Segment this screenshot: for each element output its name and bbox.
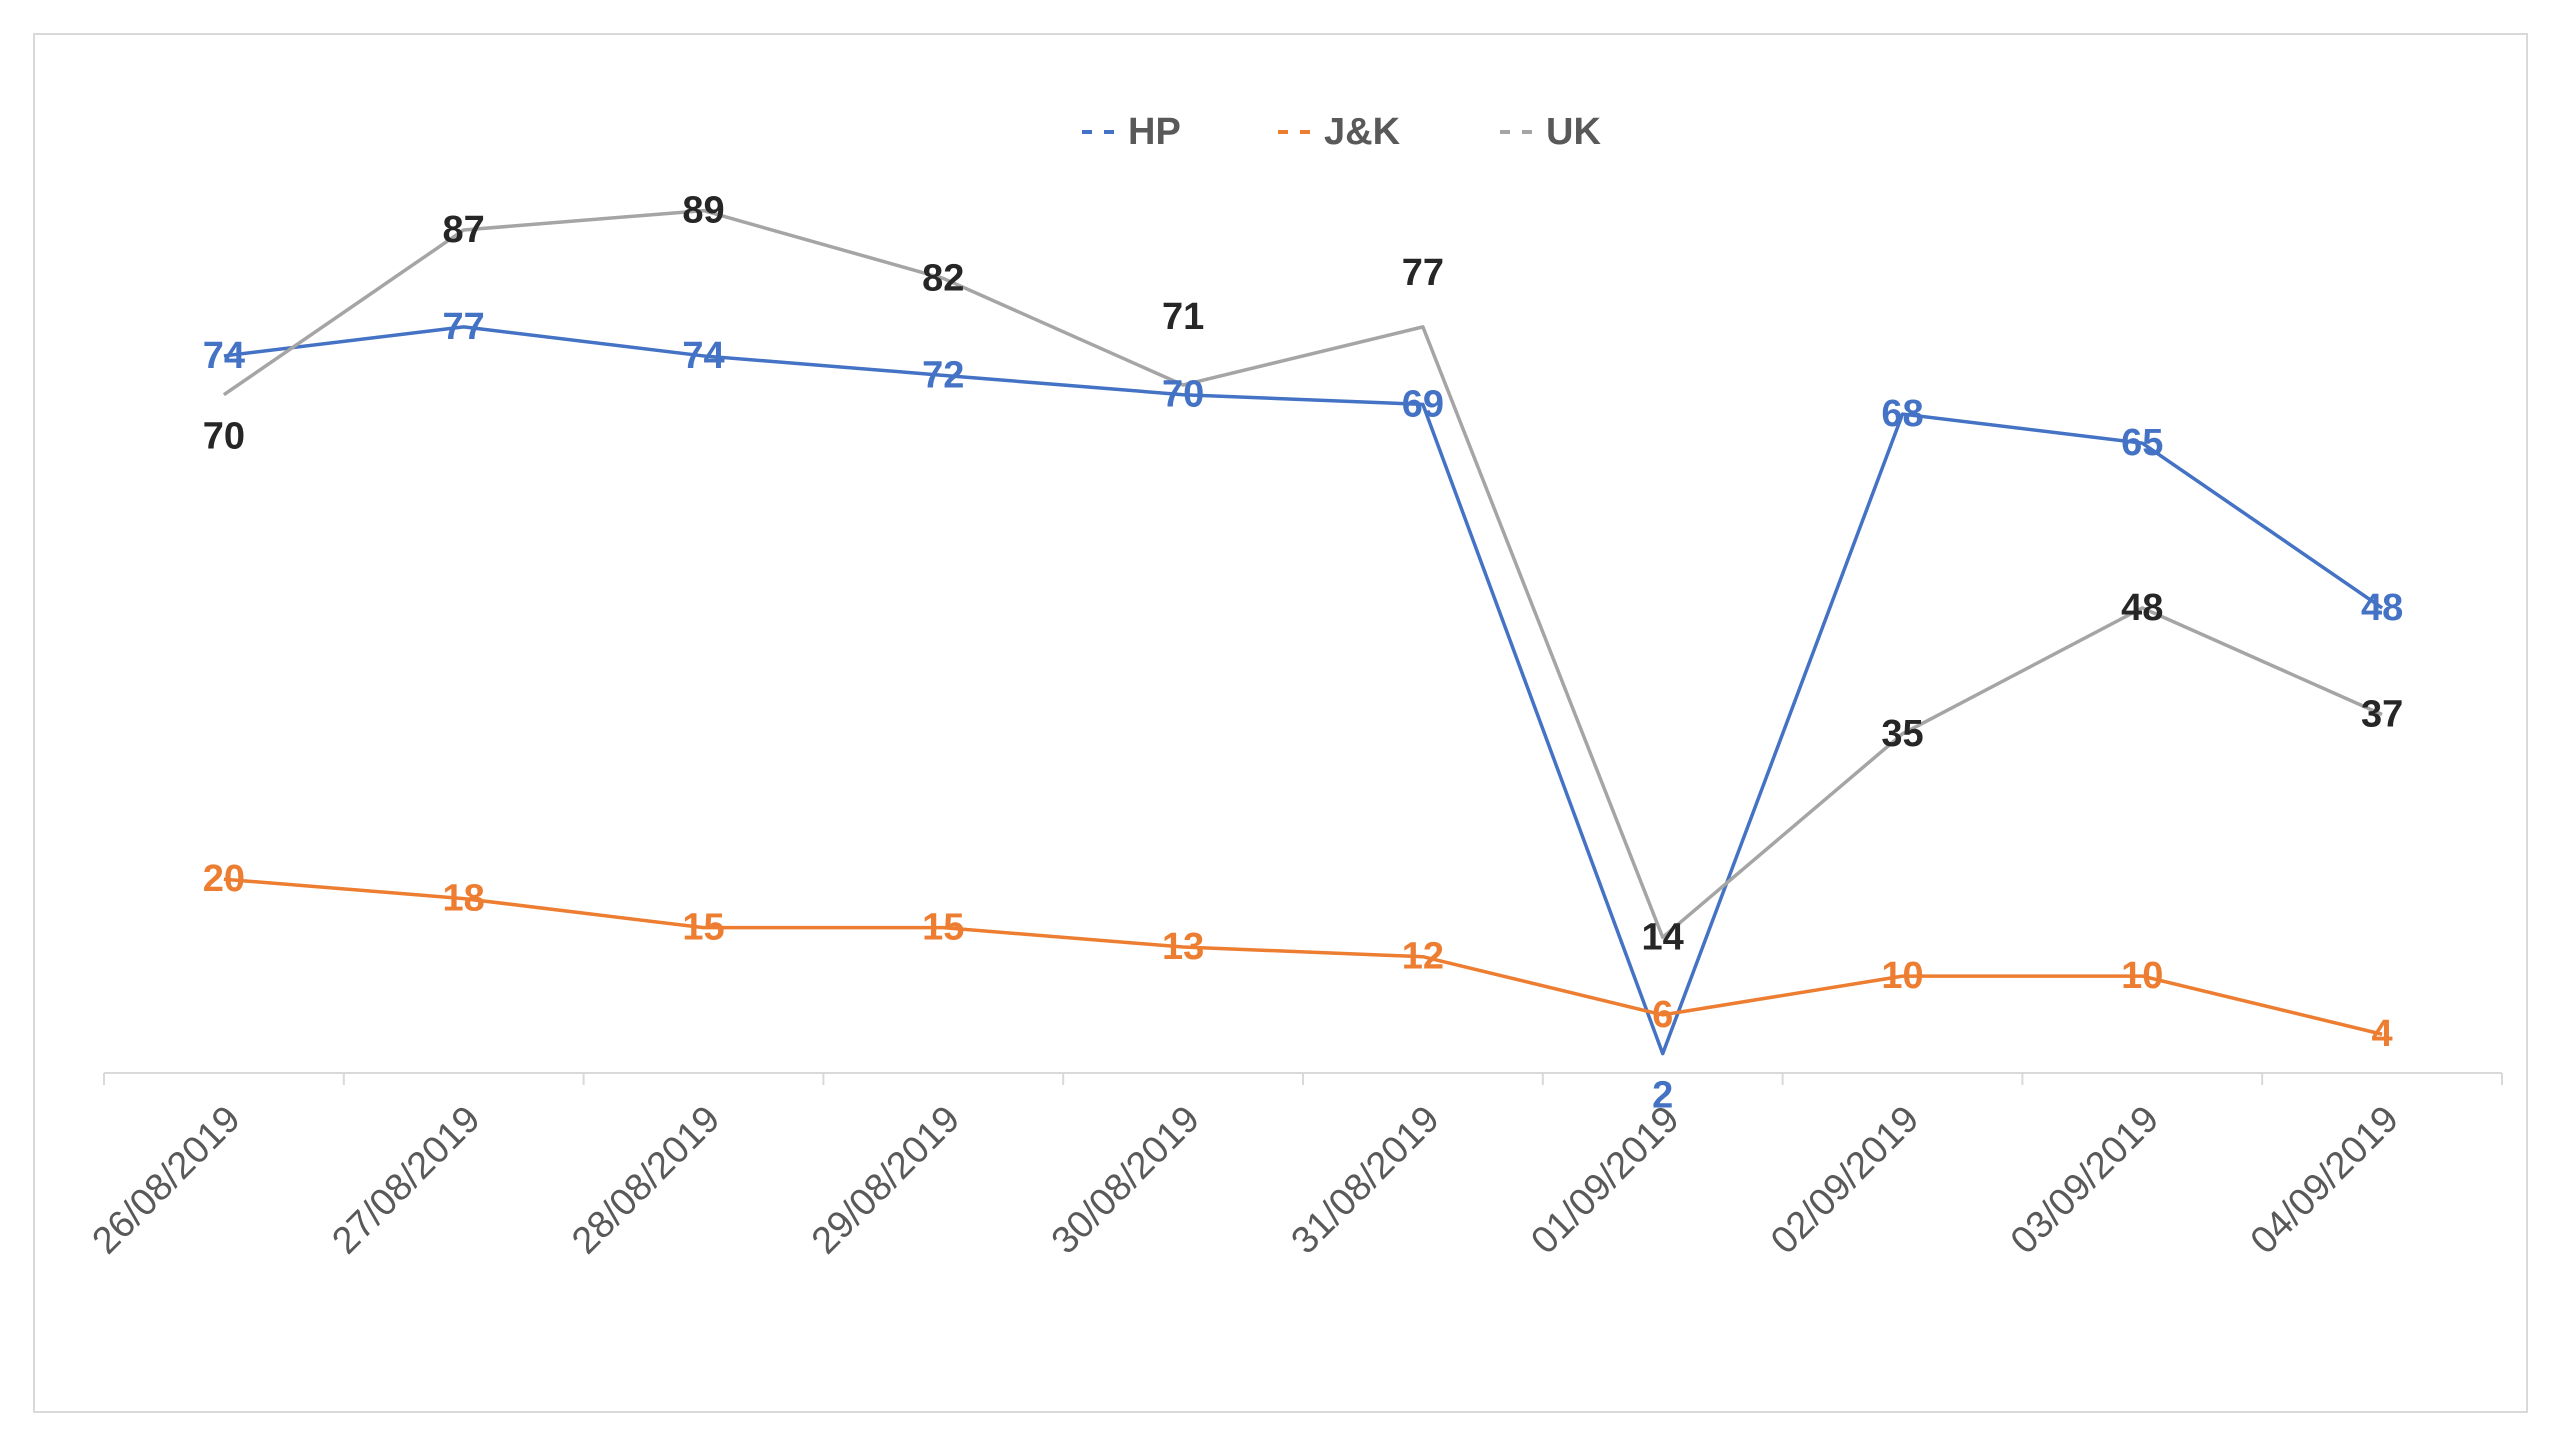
- data-label-hp: 69: [1402, 383, 1444, 425]
- x-tick-label: 29/08/2019: [804, 1098, 968, 1262]
- data-label-hp: 74: [203, 335, 245, 377]
- series-lines: [222, 208, 2384, 1056]
- data-label-jk: 10: [2121, 955, 2163, 997]
- data-label-jk: 13: [1162, 926, 1204, 968]
- data-label-uk: 14: [1642, 916, 1684, 958]
- data-label-jk: 15: [682, 907, 724, 949]
- x-tick-label: 04/09/2019: [2243, 1098, 2407, 1262]
- x-tick-label: 01/09/2019: [1523, 1098, 1687, 1262]
- data-label-uk: 87: [443, 209, 485, 251]
- data-label-jk: 12: [1402, 936, 1444, 978]
- data-label-uk: 48: [2121, 587, 2163, 629]
- data-label-hp: 72: [922, 354, 964, 396]
- data-label-hp: 68: [1881, 393, 1923, 435]
- data-label-jk: 18: [443, 878, 485, 920]
- x-tick-label: 31/08/2019: [1284, 1098, 1448, 1262]
- data-label-uk: 89: [682, 190, 724, 232]
- legend-label: J&K: [1324, 111, 1401, 153]
- series-line-hp: [223, 325, 2384, 1056]
- data-label-uk: 35: [1881, 713, 1923, 755]
- x-axis: 26/08/2019 27/08/2019 28/08/2019 29/08/2019…: [85, 1072, 2503, 1262]
- data-label-hp: 2: [1652, 1075, 1673, 1117]
- x-tick-label: 02/09/2019: [1763, 1098, 1927, 1262]
- x-tick-label: 03/09/2019: [2003, 1098, 2167, 1262]
- data-label-uk: 37: [2361, 693, 2403, 735]
- data-label-hp: 74: [682, 335, 724, 377]
- data-label-uk: 70: [203, 416, 245, 458]
- series-line-uk: [222, 208, 2383, 940]
- x-tick-label: 30/08/2019: [1044, 1098, 1208, 1262]
- series-line-jk: [223, 877, 2383, 1036]
- data-label-hp: 48: [2361, 587, 2403, 629]
- data-label-hp: 77: [443, 306, 485, 348]
- x-tick-label: 26/08/2019: [85, 1098, 249, 1262]
- data-label-uk: 71: [1162, 296, 1204, 338]
- data-label-hp: 65: [2121, 422, 2163, 464]
- data-label-uk: 77: [1402, 252, 1444, 294]
- data-label-jk: 6: [1652, 994, 1673, 1036]
- legend-label: HP: [1128, 111, 1181, 153]
- data-label-jk: 10: [1881, 955, 1923, 997]
- legend: HP J&K UK: [1082, 111, 1601, 153]
- legend-label: UK: [1546, 111, 1601, 153]
- chart-frame: [33, 33, 2528, 1413]
- data-label-uk: 82: [922, 257, 964, 299]
- data-label-jk: 15: [922, 907, 964, 949]
- x-tick-label: 28/08/2019: [564, 1098, 728, 1262]
- data-label-jk: 4: [2372, 1013, 2393, 1055]
- x-tick-label: 27/08/2019: [324, 1098, 488, 1262]
- data-labels: 74 77 74 72 70 69 2 68 65 48 20 18 15 15 13 12 6 10 10 4 70 8…: [203, 190, 2403, 1117]
- data-label-hp: 70: [1162, 374, 1204, 416]
- data-label-jk: 20: [203, 858, 245, 900]
